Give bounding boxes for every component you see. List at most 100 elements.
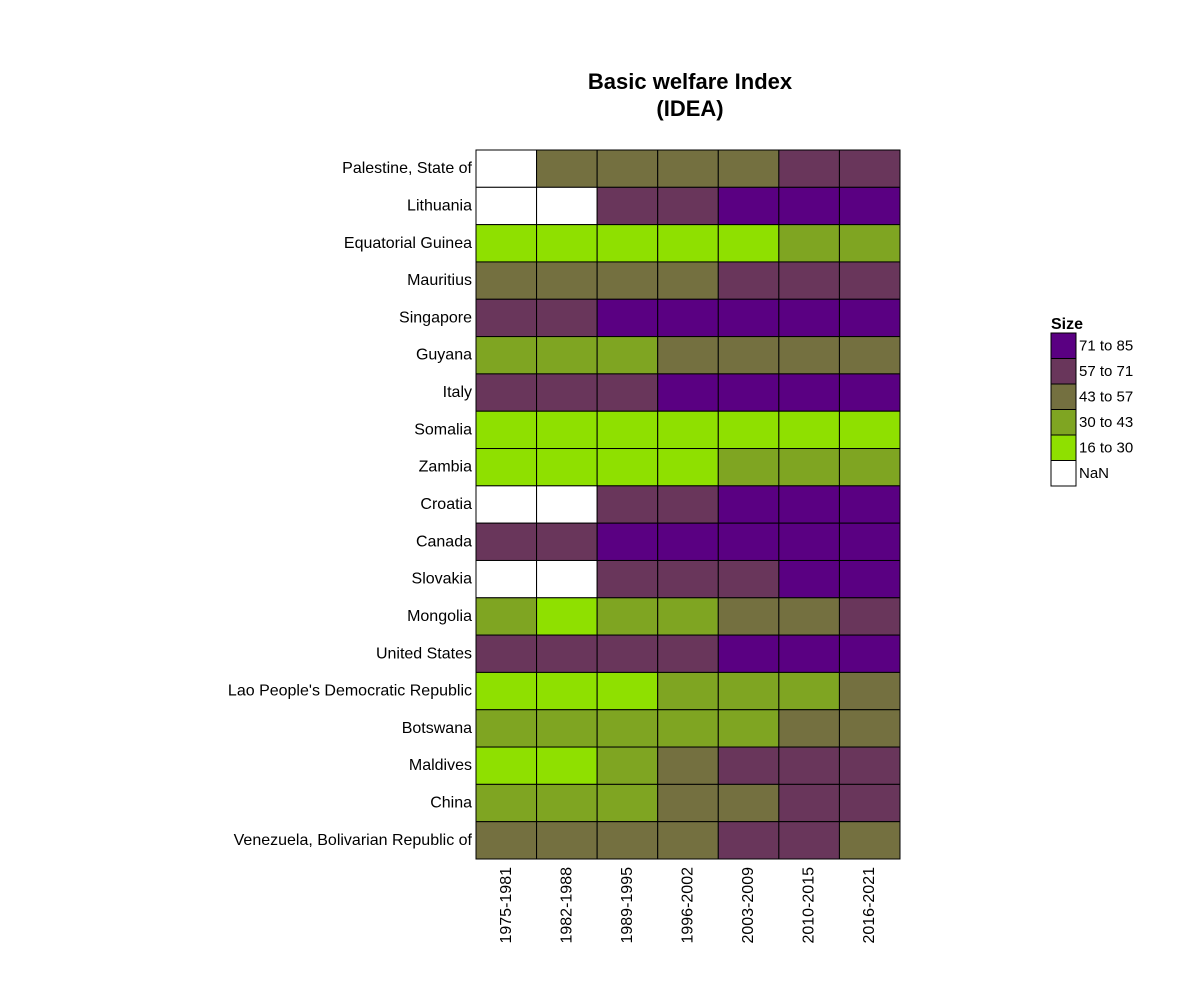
- heatmap-cell: [596, 821, 659, 860]
- row-label: Italy: [443, 384, 472, 401]
- heatmap-cell: [596, 634, 659, 673]
- heatmap-cell: [838, 336, 901, 375]
- heatmap-cell: [657, 373, 719, 412]
- heatmap-cell: [838, 485, 901, 524]
- heatmap-cell: [838, 186, 901, 226]
- heatmap-cell: [657, 709, 719, 748]
- heatmap-cell: [717, 373, 780, 412]
- legend-swatch: [1050, 332, 1077, 359]
- row-label: Zambia: [419, 459, 472, 476]
- heatmap-cell: [536, 522, 598, 561]
- heatmap-cell: [475, 671, 538, 711]
- heatmap-cell: [778, 485, 840, 524]
- heatmap-cell: [536, 821, 598, 860]
- heatmap-cell: [536, 298, 598, 338]
- column-label: 2010-2015: [801, 867, 818, 944]
- column-label: 1982-1988: [558, 867, 575, 944]
- legend: Size 71 to 85 57 to 71 43 to 57 30 to 43 16 …: [1050, 316, 1133, 487]
- heatmap-cell: [717, 746, 780, 785]
- heatmap-cell: [475, 709, 538, 748]
- heatmap-cell: [596, 522, 659, 561]
- heatmap-cell: [717, 448, 780, 487]
- heatmap-cell: [657, 410, 719, 450]
- heatmap-cell: [657, 634, 719, 673]
- legend-title: Size: [1051, 316, 1083, 333]
- column-label: 1996-2002: [680, 867, 697, 944]
- heatmap-cell: [838, 634, 901, 673]
- heatmap-cell: [717, 597, 780, 636]
- heatmap-cell: [778, 224, 840, 263]
- heatmap-cell: [657, 522, 719, 561]
- row-label: Mauritius: [407, 272, 472, 289]
- heatmap-cell: [778, 597, 840, 636]
- heatmap-cell: [838, 597, 901, 636]
- heatmap-cell: [536, 336, 598, 375]
- row-label: Croatia: [420, 496, 472, 513]
- heatmap-cell: [657, 186, 719, 226]
- heatmap-cell: [838, 149, 901, 188]
- heatmap-cell: [475, 298, 538, 338]
- legend-label: NaN: [1079, 465, 1109, 482]
- column-label: 1989-1995: [619, 867, 636, 944]
- heatmap-cell: [475, 410, 538, 450]
- heatmap-cell: [778, 709, 840, 748]
- heatmap-cell: [536, 634, 598, 673]
- heatmap-cell: [475, 448, 538, 487]
- row-label: Venezuela, Bolivarian Republic of: [234, 832, 473, 849]
- heatmap-cell: [596, 336, 659, 375]
- legend-label: 71 to 85: [1079, 337, 1133, 354]
- row-label: Guyana: [416, 347, 472, 364]
- heatmap-cell: [536, 597, 598, 636]
- row-label: Slovakia: [412, 571, 473, 588]
- heatmap-cell: [778, 336, 840, 375]
- heatmap-cell: [536, 410, 598, 450]
- column-label: 1975-1981: [498, 867, 515, 944]
- row-labels: Palestine, State of Lithuania Equatorial G…: [228, 160, 473, 849]
- heatmap-cell: [596, 186, 659, 226]
- heatmap-cell: [778, 746, 840, 785]
- heatmap-cell: [778, 149, 840, 188]
- heatmap-cell: [536, 373, 598, 412]
- heatmap-cell: [475, 746, 538, 785]
- column-label: 2016-2021: [861, 867, 878, 944]
- heatmap-cell: [475, 336, 538, 375]
- heatmap-cell: [838, 522, 901, 561]
- column-labels: 1975-1981 1982-1988 1989-1995 1996-2002 2003…: [498, 867, 878, 944]
- chart-title-line-2: (IDEA): [656, 96, 723, 121]
- heatmap-cell: [475, 821, 538, 860]
- heatmap-cell: [536, 149, 598, 188]
- row-label: Palestine, State of: [342, 160, 472, 177]
- heatmap-cell: [657, 224, 719, 263]
- heatmap-cell: [838, 298, 901, 338]
- heatmap-cell: [536, 709, 598, 748]
- heatmap-cell: [778, 448, 840, 487]
- heatmap-cell: [778, 522, 840, 561]
- heatmap-cell: [838, 261, 901, 300]
- heatmap-cell: [657, 821, 719, 860]
- heatmap-cell: [838, 746, 901, 785]
- heatmap-cell: [596, 448, 659, 487]
- heatmap-cell: [657, 485, 719, 524]
- heatmap-cell: [475, 559, 538, 599]
- heatmap-cell: [596, 224, 659, 263]
- heatmap-cell: [778, 298, 840, 338]
- row-label: Somalia: [414, 421, 472, 438]
- heatmap-cell: [838, 559, 901, 599]
- heatmap-cell: [536, 186, 598, 226]
- heatmap-cell: [717, 783, 780, 823]
- heatmap-cell: [717, 186, 780, 226]
- heatmap-cell: [717, 522, 780, 561]
- heatmap-cell: [475, 186, 538, 226]
- heatmap-cell: [657, 261, 719, 300]
- heatmap-cell: [475, 261, 538, 300]
- heatmap-cell: [475, 149, 538, 188]
- heatmap-cell: [717, 149, 780, 188]
- row-label: Lao People's Democratic Republic: [228, 683, 472, 700]
- heatmap-cell: [717, 298, 780, 338]
- heatmap-cell: [657, 746, 719, 785]
- legend-swatch: [1050, 358, 1077, 385]
- heatmap-cell: [596, 298, 659, 338]
- heatmap-cell: [657, 559, 719, 599]
- heatmap-cell: [657, 448, 719, 487]
